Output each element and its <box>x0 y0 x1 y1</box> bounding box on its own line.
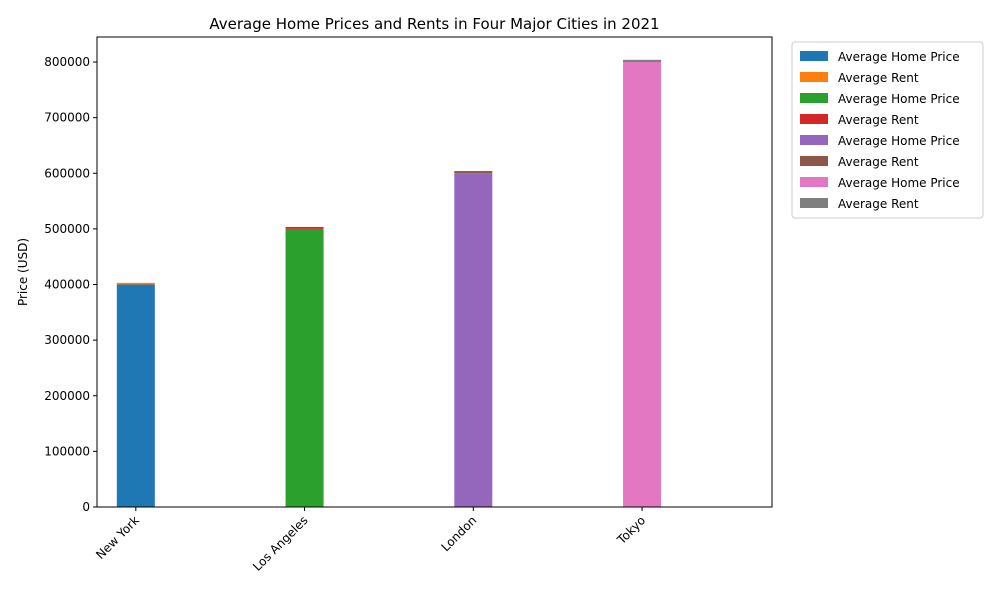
legend-label-1: Average Rent <box>838 71 919 85</box>
y-axis-label: Price (USD) <box>16 238 30 306</box>
legend-swatch-7 <box>800 198 828 208</box>
legend-label-0: Average Home Price <box>838 50 960 64</box>
legend-label-4: Average Home Price <box>838 134 960 148</box>
bar-home-price-2 <box>454 173 493 507</box>
bar-rent-1 <box>285 226 324 229</box>
legend-label-3: Average Rent <box>838 113 919 127</box>
y-tick-label-2: 200000 <box>44 389 90 403</box>
x-tick-label-1: Los Angeles <box>250 513 311 574</box>
bar-rent-2 <box>454 171 493 174</box>
bar-home-price-0 <box>116 284 155 507</box>
y-axis-ticks: 0 100000 200000 300000 400000 500000 600000 700… <box>44 55 97 514</box>
legend-label-7: Average Rent <box>838 197 919 211</box>
legend-swatch-2 <box>800 93 828 103</box>
y-tick-label-4: 400000 <box>44 278 90 292</box>
legend-swatch-3 <box>800 114 828 124</box>
legend-swatch-5 <box>800 156 828 166</box>
x-tick-label-2: London <box>438 513 479 554</box>
legend-swatch-4 <box>800 135 828 145</box>
bar-home-price-1 <box>285 228 324 507</box>
bars <box>116 59 662 507</box>
y-tick-label-7: 700000 <box>44 111 90 125</box>
y-tick-label-8: 800000 <box>44 55 90 69</box>
y-tick-label-6: 600000 <box>44 166 90 180</box>
legend: Average Home Price Average Rent Average Ho… <box>791 41 984 219</box>
x-tick-label-3: Tokyo <box>614 513 648 547</box>
legend-swatch-0 <box>800 51 828 61</box>
legend-swatch-6 <box>800 177 828 187</box>
legend-label-6: Average Home Price <box>838 176 960 190</box>
y-tick-label-3: 300000 <box>44 333 90 347</box>
y-tick-label-1: 100000 <box>44 444 90 458</box>
chart-title: Average Home Prices and Rents in Four Ma… <box>209 15 659 33</box>
x-axis-ticks: New York Los Angeles London Tokyo <box>93 507 648 574</box>
legend-box <box>791 41 984 219</box>
legend-label-5: Average Rent <box>838 155 919 169</box>
x-tick-label-0: New York <box>93 513 142 562</box>
bar-rent-3 <box>623 59 662 63</box>
bar-home-price-3 <box>623 62 662 507</box>
plot-frame <box>96 36 773 508</box>
y-tick-label-5: 500000 <box>44 222 90 236</box>
y-tick-label-0: 0 <box>82 500 90 514</box>
legend-swatch-1 <box>800 72 828 82</box>
bar-rent-0 <box>116 282 155 285</box>
legend-label-2: Average Home Price <box>838 92 960 106</box>
